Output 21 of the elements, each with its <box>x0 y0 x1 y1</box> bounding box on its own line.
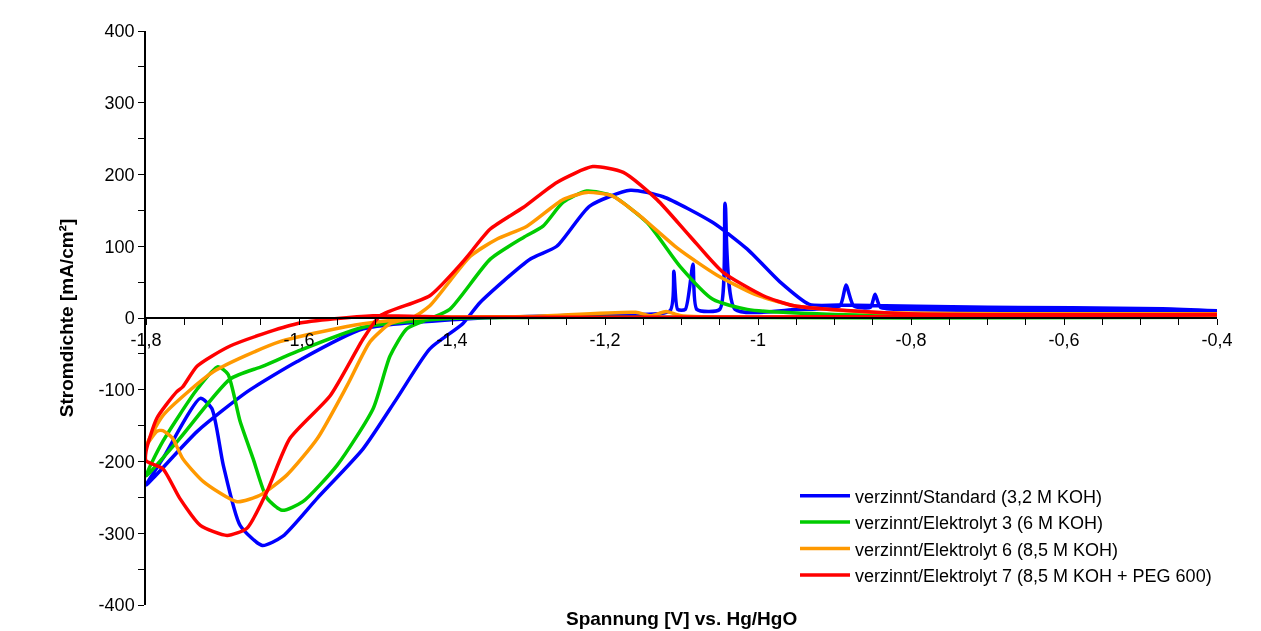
x-tick-label: -0,4 <box>1201 330 1233 351</box>
x-tick-label: -1,2 <box>589 330 621 351</box>
y-tick-label: 0 <box>124 308 135 329</box>
legend-label: verzinnt/Standard (3,2 M KOH) <box>855 486 1103 507</box>
y-tick-label: 400 <box>104 21 135 42</box>
y-tick-label: -200 <box>98 451 135 472</box>
y-tick-label: -100 <box>98 380 135 401</box>
legend-label: verzinnt/Elektrolyt 6 (8,5 M KOH) <box>855 539 1119 560</box>
y-tick-label: -300 <box>98 523 135 544</box>
y-tick-label: 200 <box>104 164 135 185</box>
x-tick-label: -0,8 <box>895 330 927 351</box>
y-tick-label: 100 <box>104 236 135 257</box>
x-tick-label: -1,4 <box>436 330 468 351</box>
legend-label: verzinnt/Elektrolyt 7 (8,5 M KOH + PEG 600) <box>855 565 1212 586</box>
x-tick-label: -0,6 <box>1048 330 1080 351</box>
legend-label: verzinnt/Elektrolyt 3 (6 M KOH) <box>855 513 1104 534</box>
x-tick-label: -1 <box>749 330 767 351</box>
y-tick-label: -400 <box>98 595 135 616</box>
y-axis-title: Stromdichte [mA/cm²] <box>55 218 77 418</box>
y-tick-label: 300 <box>104 93 135 114</box>
x-axis-title: Spannung [V] vs. Hg/HgO <box>566 608 798 629</box>
